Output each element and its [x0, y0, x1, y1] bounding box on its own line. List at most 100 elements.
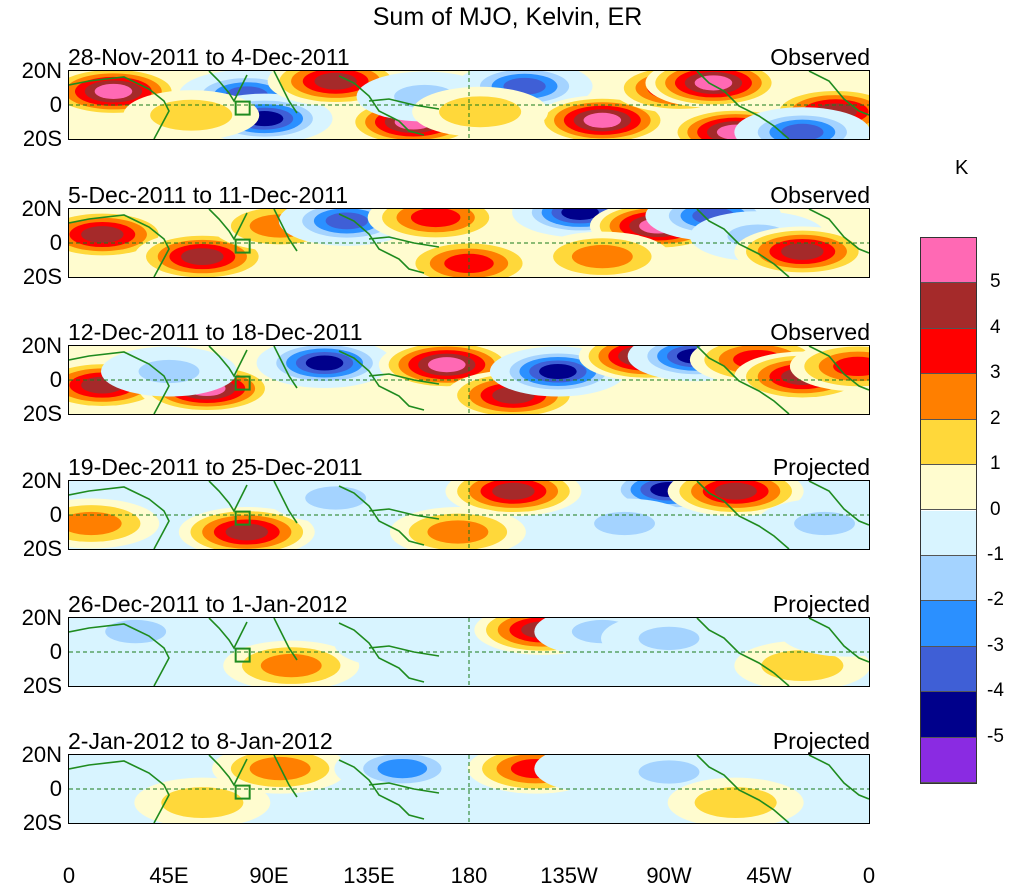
coastline [368, 508, 440, 520]
colorbar-swatch [921, 328, 976, 375]
anomaly-contour [377, 758, 428, 779]
x-tick-label: 0 [862, 863, 876, 888]
colorbar-label: -5 [987, 725, 1004, 747]
contour-svg [69, 209, 869, 277]
y-tick-label: 0 [49, 639, 62, 664]
y-tick-label: 20N [21, 58, 62, 83]
y-tick-label: 0 [49, 776, 62, 801]
region-box [234, 647, 251, 663]
y-tick-label: 20S [22, 536, 62, 561]
anomaly-contour [305, 486, 367, 510]
y-tick-label: 0 [49, 230, 62, 255]
panel-type-label: Projected [772, 454, 870, 480]
region-box [234, 784, 251, 800]
panel-date-range: 12-Dec-2011 to 18-Dec-2011 [68, 319, 363, 345]
y-tick-label: 0 [49, 367, 62, 392]
colorbar-label: 5 [990, 271, 1001, 293]
anomaly-map [68, 480, 870, 550]
anomaly-contour [81, 226, 124, 243]
colorbar-swatch [921, 510, 976, 556]
anomaly-contour [583, 112, 622, 128]
anomaly-contour [444, 253, 494, 274]
map-panel: 5-Dec-2011 to 11-Dec-2011 Observed 20N 0 20S [22, 182, 870, 288]
region-box [234, 510, 251, 526]
coastline [208, 755, 248, 787]
anomaly-map [68, 345, 870, 415]
coastline [808, 71, 869, 116]
y-tick-label: 20N [21, 468, 62, 493]
region-box [234, 375, 251, 391]
map-panel: 2-Jan-2012 to 8-Jan-2012 Projected 20N 0 20S [22, 728, 870, 834]
colorbar-label: 1 [990, 453, 1001, 475]
panel-date-range: 5-Dec-2011 to 11-Dec-2011 [68, 182, 348, 208]
x-tick-label: 135E [343, 863, 395, 888]
anomaly-contour [260, 653, 322, 678]
y-tick-label: 20N [21, 742, 62, 767]
anomaly-contour [314, 72, 357, 90]
x-axis: 0 45E 90E 135E 180 135W 90W 45W 0 [0, 864, 1015, 889]
colorbar-label: 3 [990, 362, 1001, 384]
coastline [368, 98, 440, 110]
colorbar-swatch [921, 238, 976, 284]
coastline [696, 346, 790, 414]
y-tick-label: 0 [49, 502, 62, 527]
coastline [273, 346, 298, 389]
region-box [234, 238, 251, 254]
colorbar-label: 0 [990, 498, 1001, 520]
anomaly-contour [138, 359, 200, 384]
panel-type-label: Projected [772, 591, 870, 617]
anomaly-contour [714, 482, 757, 500]
anomaly-contour [694, 75, 733, 91]
y-tick-label: 20S [22, 401, 62, 426]
panel-type-label: Observed [770, 319, 870, 345]
colorbar-label: 4 [990, 316, 1001, 338]
contour-svg [69, 346, 869, 414]
anomaly-contour [161, 787, 244, 819]
anomaly-contour [638, 626, 700, 651]
coastline [69, 486, 170, 549]
coastline [273, 481, 298, 524]
anomaly-map [68, 208, 870, 278]
colorbar-swatch [921, 646, 976, 693]
anomaly-contour [561, 209, 599, 220]
coastline [208, 71, 248, 103]
x-tick-label: 0 [62, 863, 76, 888]
coastline [338, 485, 425, 546]
contour-svg [69, 618, 869, 686]
contour-svg [69, 481, 869, 549]
colorbar-swatch [921, 601, 976, 647]
coastline [208, 618, 248, 650]
colorbar-swatch [921, 555, 976, 602]
colorbar-label: -4 [987, 680, 1004, 702]
anomaly-contour [492, 482, 535, 500]
contour-svg [69, 71, 869, 139]
coastline [273, 618, 298, 661]
anomaly-contour [427, 520, 489, 544]
colorbar-swatch [921, 283, 976, 329]
map-panel: 12-Dec-2011 to 18-Dec-2011 Observed 20N 0 20… [22, 319, 870, 425]
colorbar-swatch [921, 419, 976, 466]
colorbar-label: -2 [987, 589, 1004, 611]
coastline [69, 760, 170, 823]
figure-title: Sum of MJO, Kelvin, ER [372, 3, 643, 31]
coastline [808, 209, 869, 254]
y-tick-label: 20N [21, 333, 62, 358]
coastline [208, 209, 248, 241]
coastline [338, 759, 425, 820]
colorbar-swatch [921, 737, 976, 783]
coastline [808, 481, 869, 526]
coastline [208, 346, 248, 378]
y-tick-label: 20N [21, 196, 62, 221]
y-tick-label: 20S [22, 126, 62, 151]
panel-date-range: 28-Nov-2011 to 4-Dec-2011 [68, 44, 350, 70]
map-panel: 19-Dec-2011 to 25-Dec-2011 Projected 20N 0 2… [22, 454, 870, 560]
coastline [338, 622, 425, 683]
coastline [273, 209, 298, 252]
anomaly-contour [539, 363, 577, 380]
anomaly-contour [69, 511, 122, 536]
colorbar [920, 237, 977, 784]
anomaly-contour [427, 357, 466, 373]
contour-svg [69, 755, 869, 823]
anomaly-contour [638, 760, 700, 784]
y-tick-label: 20S [22, 673, 62, 698]
